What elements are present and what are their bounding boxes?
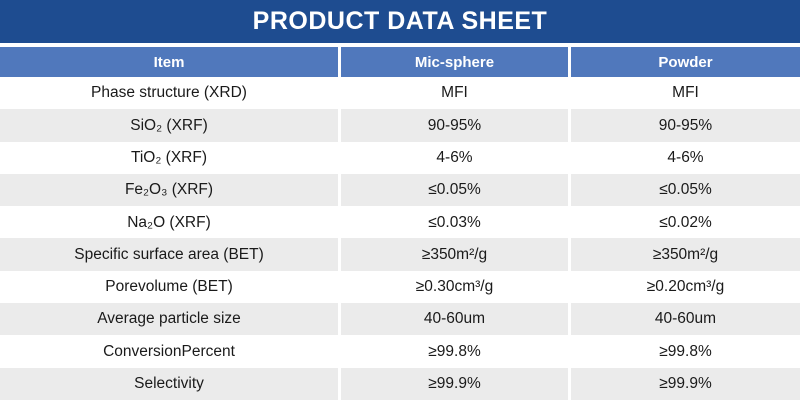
table-row: Average particle size 40-60um 40-60um bbox=[0, 303, 800, 336]
powder-value: MFI bbox=[571, 77, 800, 110]
item-label: ConversionPercent bbox=[0, 335, 338, 368]
item-label: Porevolume (BET) bbox=[0, 270, 338, 304]
table-row: Phase structure (XRD) MFI MFI bbox=[0, 77, 800, 110]
table-row: Na₂O (XRF) ≤0.03% ≤0.02% bbox=[0, 206, 800, 239]
powder-value: 4-6% bbox=[571, 141, 800, 174]
mic-sphere-value: 90-95% bbox=[341, 109, 568, 142]
item-label: Specific surface area (BET) bbox=[0, 238, 338, 271]
mic-sphere-value: ≥99.8% bbox=[341, 335, 568, 368]
powder-value: 40-60um bbox=[571, 303, 800, 336]
title-divider bbox=[0, 43, 800, 47]
powder-value: ≥350m²/g bbox=[571, 238, 800, 271]
page-title: PRODUCT DATA SHEET bbox=[252, 7, 548, 35]
header-cell-mic-sphere: Mic-sphere bbox=[341, 47, 568, 77]
item-label: TiO₂ (XRF) bbox=[0, 141, 338, 174]
powder-value: 90-95% bbox=[571, 109, 800, 142]
mic-sphere-value: ≥0.30cm³/g bbox=[341, 270, 568, 304]
powder-value: ≥99.8% bbox=[571, 335, 800, 368]
mic-sphere-value: MFI bbox=[341, 77, 568, 110]
table-row: Fe₂O₃ (XRF) ≤0.05% ≤0.05% bbox=[0, 173, 800, 207]
mic-sphere-value: ≥350m²/g bbox=[341, 238, 568, 271]
table-row: Porevolume (BET) ≥0.30cm³/g ≥0.20cm³/g bbox=[0, 270, 800, 304]
item-label: Fe₂O₃ (XRF) bbox=[0, 173, 338, 207]
mic-sphere-value: 40-60um bbox=[341, 303, 568, 336]
title-bar: PRODUCT DATA SHEET bbox=[0, 0, 800, 43]
powder-value: ≥0.20cm³/g bbox=[571, 270, 800, 304]
header-cell-powder: Powder bbox=[571, 47, 800, 77]
table-header-row: Item Mic-sphere Powder bbox=[0, 47, 800, 77]
mic-sphere-value: 4-6% bbox=[341, 141, 568, 174]
table-row: SiO₂ (XRF) 90-95% 90-95% bbox=[0, 109, 800, 142]
powder-value: ≥99.9% bbox=[571, 367, 800, 400]
powder-value: ≤0.02% bbox=[571, 206, 800, 239]
powder-value: ≤0.05% bbox=[571, 173, 800, 207]
item-label: Average particle size bbox=[0, 303, 338, 336]
header-cell-item: Item bbox=[0, 47, 338, 77]
item-label: SiO₂ (XRF) bbox=[0, 109, 338, 142]
item-label: Phase structure (XRD) bbox=[0, 77, 338, 110]
item-label: Selectivity bbox=[0, 367, 338, 400]
table-row: TiO₂ (XRF) 4-6% 4-6% bbox=[0, 141, 800, 174]
mic-sphere-value: ≤0.03% bbox=[341, 206, 568, 239]
table-row: Selectivity ≥99.9% ≥99.9% bbox=[0, 367, 800, 400]
table-row: Specific surface area (BET) ≥350m²/g ≥35… bbox=[0, 238, 800, 271]
table-row: ConversionPercent ≥99.8% ≥99.8% bbox=[0, 335, 800, 368]
mic-sphere-value: ≤0.05% bbox=[341, 173, 568, 207]
item-label: Na₂O (XRF) bbox=[0, 206, 338, 239]
mic-sphere-value: ≥99.9% bbox=[341, 367, 568, 400]
